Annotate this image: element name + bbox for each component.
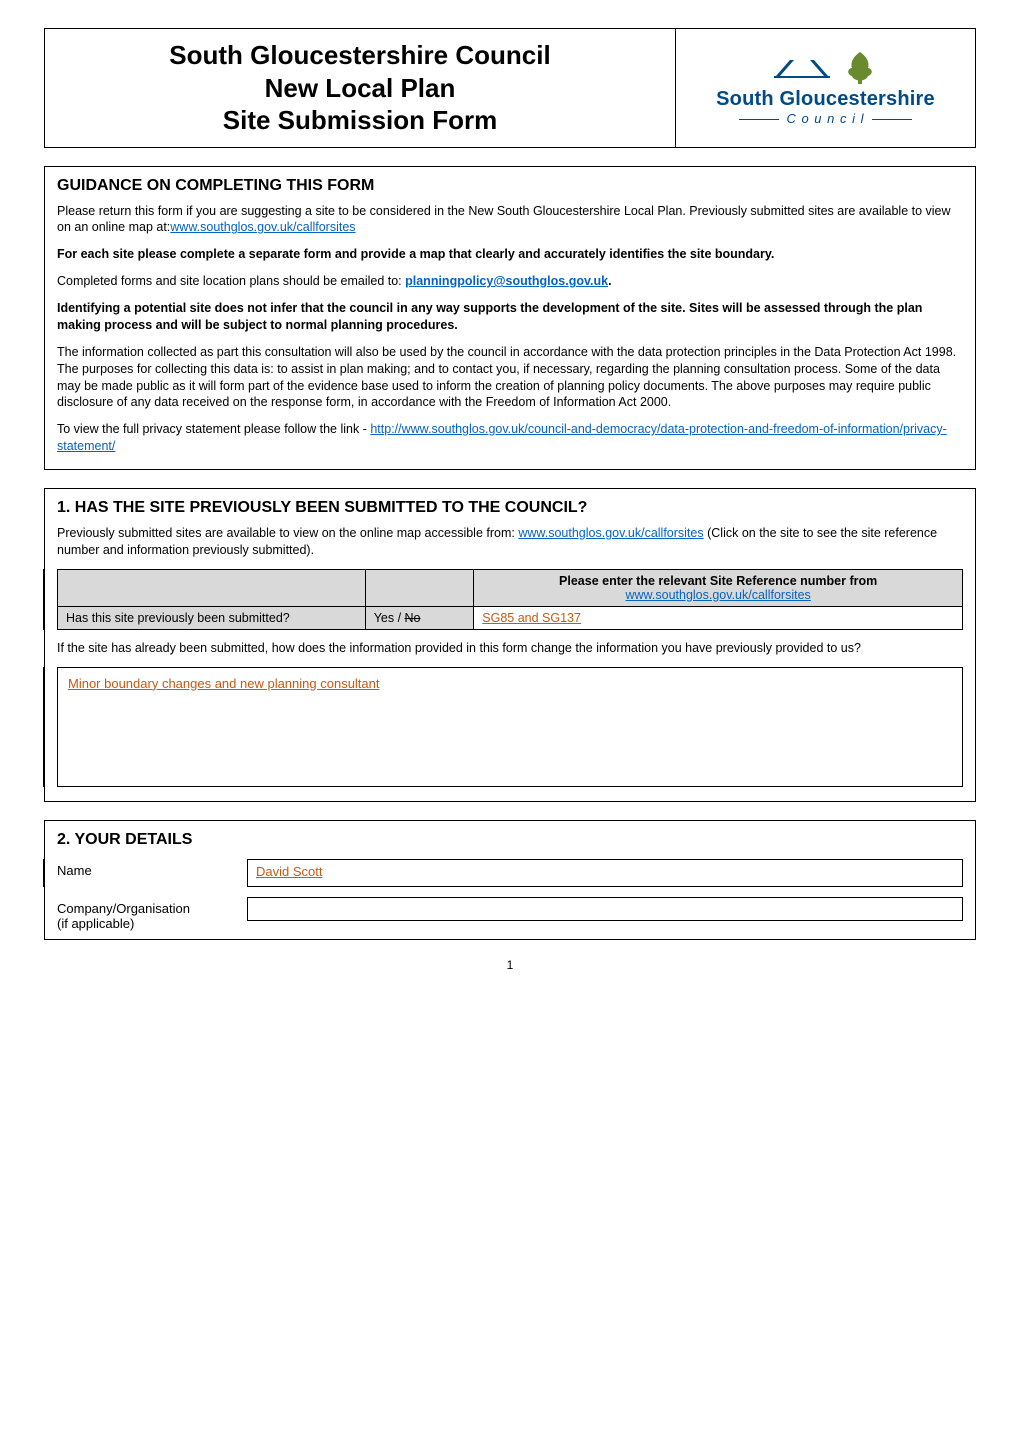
guidance-p2: For each site please complete a separate… bbox=[57, 246, 963, 263]
bridge-icon bbox=[774, 54, 830, 82]
header-row: South Gloucestershire Council New Local … bbox=[44, 28, 976, 148]
title-line-3: Site Submission Form bbox=[223, 105, 498, 135]
name-row-wrap: Name David Scott bbox=[57, 859, 963, 887]
followup-box-wrap: Minor boundary changes and new planning … bbox=[57, 667, 963, 787]
section-1-heading: 1. HAS THE SITE PREVIOUSLY BEEN SUBMITTE… bbox=[57, 499, 963, 517]
name-row: Name David Scott bbox=[57, 859, 963, 887]
guidance-heading: GUIDANCE ON COMPLETING THIS FORM bbox=[57, 177, 963, 195]
cell-yesno: Yes / No bbox=[365, 606, 474, 629]
logo-text-sub: C o u n c i l bbox=[786, 111, 864, 126]
company-field[interactable] bbox=[247, 897, 963, 921]
guidance-p4: Identifying a potential site does not in… bbox=[57, 300, 963, 334]
table-header-ref-text: Please enter the relevant Site Reference… bbox=[559, 574, 877, 588]
table-header-yn bbox=[365, 569, 474, 606]
table-header-ref-link[interactable]: www.southglos.gov.uk/callforsites bbox=[626, 588, 811, 602]
page-title: South Gloucestershire Council New Local … bbox=[53, 39, 667, 137]
logo-text-sub-row: C o u n c i l bbox=[716, 111, 935, 126]
section-2: 2. YOUR DETAILS Name David Scott Company… bbox=[44, 820, 976, 940]
callforsites-link[interactable]: www.southglos.gov.uk/callforsites bbox=[170, 220, 355, 234]
logo-divider-right bbox=[872, 119, 912, 120]
section-1: 1. HAS THE SITE PREVIOUSLY BEEN SUBMITTE… bbox=[44, 488, 976, 802]
guidance-p5: The information collected as part this c… bbox=[57, 344, 963, 412]
company-label: Company/Organisation (if applicable) bbox=[57, 897, 247, 931]
guidance-p3-period: . bbox=[608, 274, 611, 288]
name-field[interactable]: David Scott bbox=[247, 859, 963, 887]
council-logo: South Gloucestershire C o u n c i l bbox=[716, 50, 935, 126]
no-struck-text: No bbox=[405, 611, 421, 625]
callforsites-map-link[interactable]: www.southglos.gov.uk/callforsites bbox=[518, 526, 703, 540]
logo-divider-left bbox=[739, 119, 779, 120]
company-label-a: Company/Organisation bbox=[57, 901, 190, 916]
guidance-p3-text: Completed forms and site location plans … bbox=[57, 274, 405, 288]
guidance-p6-text: To view the full privacy statement pleas… bbox=[57, 422, 370, 436]
guidance-section: GUIDANCE ON COMPLETING THIS FORM Please … bbox=[44, 166, 976, 471]
header-logo-box: South Gloucestershire C o u n c i l bbox=[676, 28, 976, 148]
guidance-p1: Please return this form if you are sugge… bbox=[57, 203, 963, 237]
cell-question: Has this site previously been submitted? bbox=[58, 606, 366, 629]
planningpolicy-email-link[interactable]: planningpolicy@southglos.gov.uk bbox=[405, 274, 608, 288]
logo-icons-row bbox=[716, 50, 935, 86]
site-reference-value: SG85 and SG137 bbox=[482, 611, 581, 625]
title-line-2: New Local Plan bbox=[265, 73, 456, 103]
table-header-ref: Please enter the relevant Site Reference… bbox=[474, 569, 963, 606]
logo-text-main: South Gloucestershire bbox=[716, 88, 935, 111]
followup-answer-box[interactable]: Minor boundary changes and new planning … bbox=[57, 667, 963, 787]
table-row: Has this site previously been submitted?… bbox=[58, 606, 963, 629]
guidance-p6: To view the full privacy statement pleas… bbox=[57, 421, 963, 455]
followup-answer-text: Minor boundary changes and new planning … bbox=[68, 676, 380, 691]
section-1-intro: Previously submitted sites are available… bbox=[57, 525, 963, 559]
name-value: David Scott bbox=[256, 864, 322, 879]
cell-reference: SG85 and SG137 bbox=[474, 606, 963, 629]
section-1-intro-a: Previously submitted sites are available… bbox=[57, 526, 518, 540]
previously-submitted-table: Please enter the relevant Site Reference… bbox=[57, 569, 963, 630]
table-header-blank bbox=[58, 569, 366, 606]
company-row: Company/Organisation (if applicable) bbox=[57, 897, 963, 931]
section-1-followup-q: If the site has already been submitted, … bbox=[57, 640, 963, 657]
section-1-table-wrap: Please enter the relevant Site Reference… bbox=[57, 569, 963, 630]
name-label: Name bbox=[57, 859, 247, 878]
section-2-heading: 2. YOUR DETAILS bbox=[57, 831, 963, 849]
title-line-1: South Gloucestershire Council bbox=[169, 40, 550, 70]
slash-text: / bbox=[394, 611, 404, 625]
company-label-b: (if applicable) bbox=[57, 916, 134, 931]
guidance-p3: Completed forms and site location plans … bbox=[57, 273, 963, 290]
yes-text: Yes bbox=[374, 611, 394, 625]
header-title-box: South Gloucestershire Council New Local … bbox=[44, 28, 676, 148]
page-number: 1 bbox=[44, 958, 976, 972]
tree-icon bbox=[844, 50, 876, 86]
table-header-row: Please enter the relevant Site Reference… bbox=[58, 569, 963, 606]
